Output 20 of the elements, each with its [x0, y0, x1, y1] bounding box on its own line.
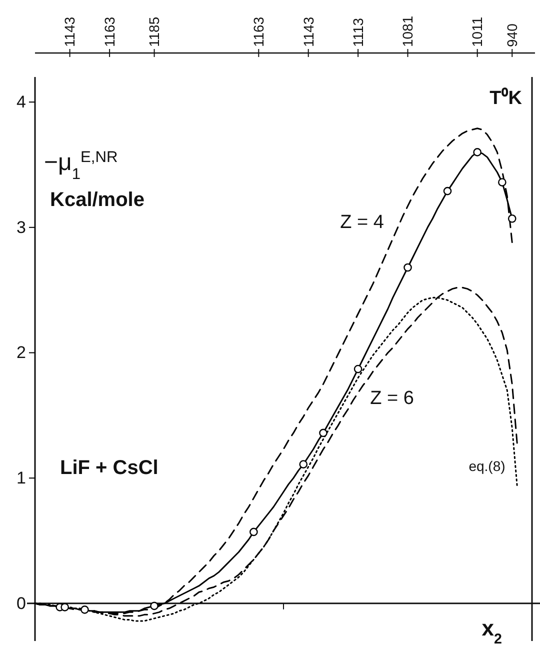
y-tick-label: 3	[16, 218, 26, 237]
x2-axis-title: T⁰K	[490, 87, 522, 109]
x-tick-label: 1081	[400, 16, 416, 47]
series-label: Z = 4	[340, 212, 384, 233]
x-tick-label: 940	[504, 23, 520, 47]
y-tick-label: 2	[16, 343, 26, 362]
y-tick-label: 1	[16, 468, 26, 488]
x-tick-label: 1163	[250, 16, 267, 47]
x-tick-label: 1011	[469, 16, 486, 47]
series-label: eq.(8)	[468, 458, 506, 474]
x-axis-title: x$_{2}$	[482, 615, 502, 648]
y-tick-label: 0	[16, 594, 26, 613]
x-tick-label: 1185	[146, 16, 162, 47]
y-tick-label: 4	[16, 92, 26, 112]
x-tick-label: 1143	[62, 16, 78, 47]
x-tick-label: 1163	[101, 16, 118, 47]
annotation: LiF + CsCl	[60, 457, 158, 479]
x-tick-label: 1143	[300, 16, 316, 47]
x-tick-label: 1113	[350, 18, 366, 47]
series-label: Z = 6	[370, 388, 414, 409]
